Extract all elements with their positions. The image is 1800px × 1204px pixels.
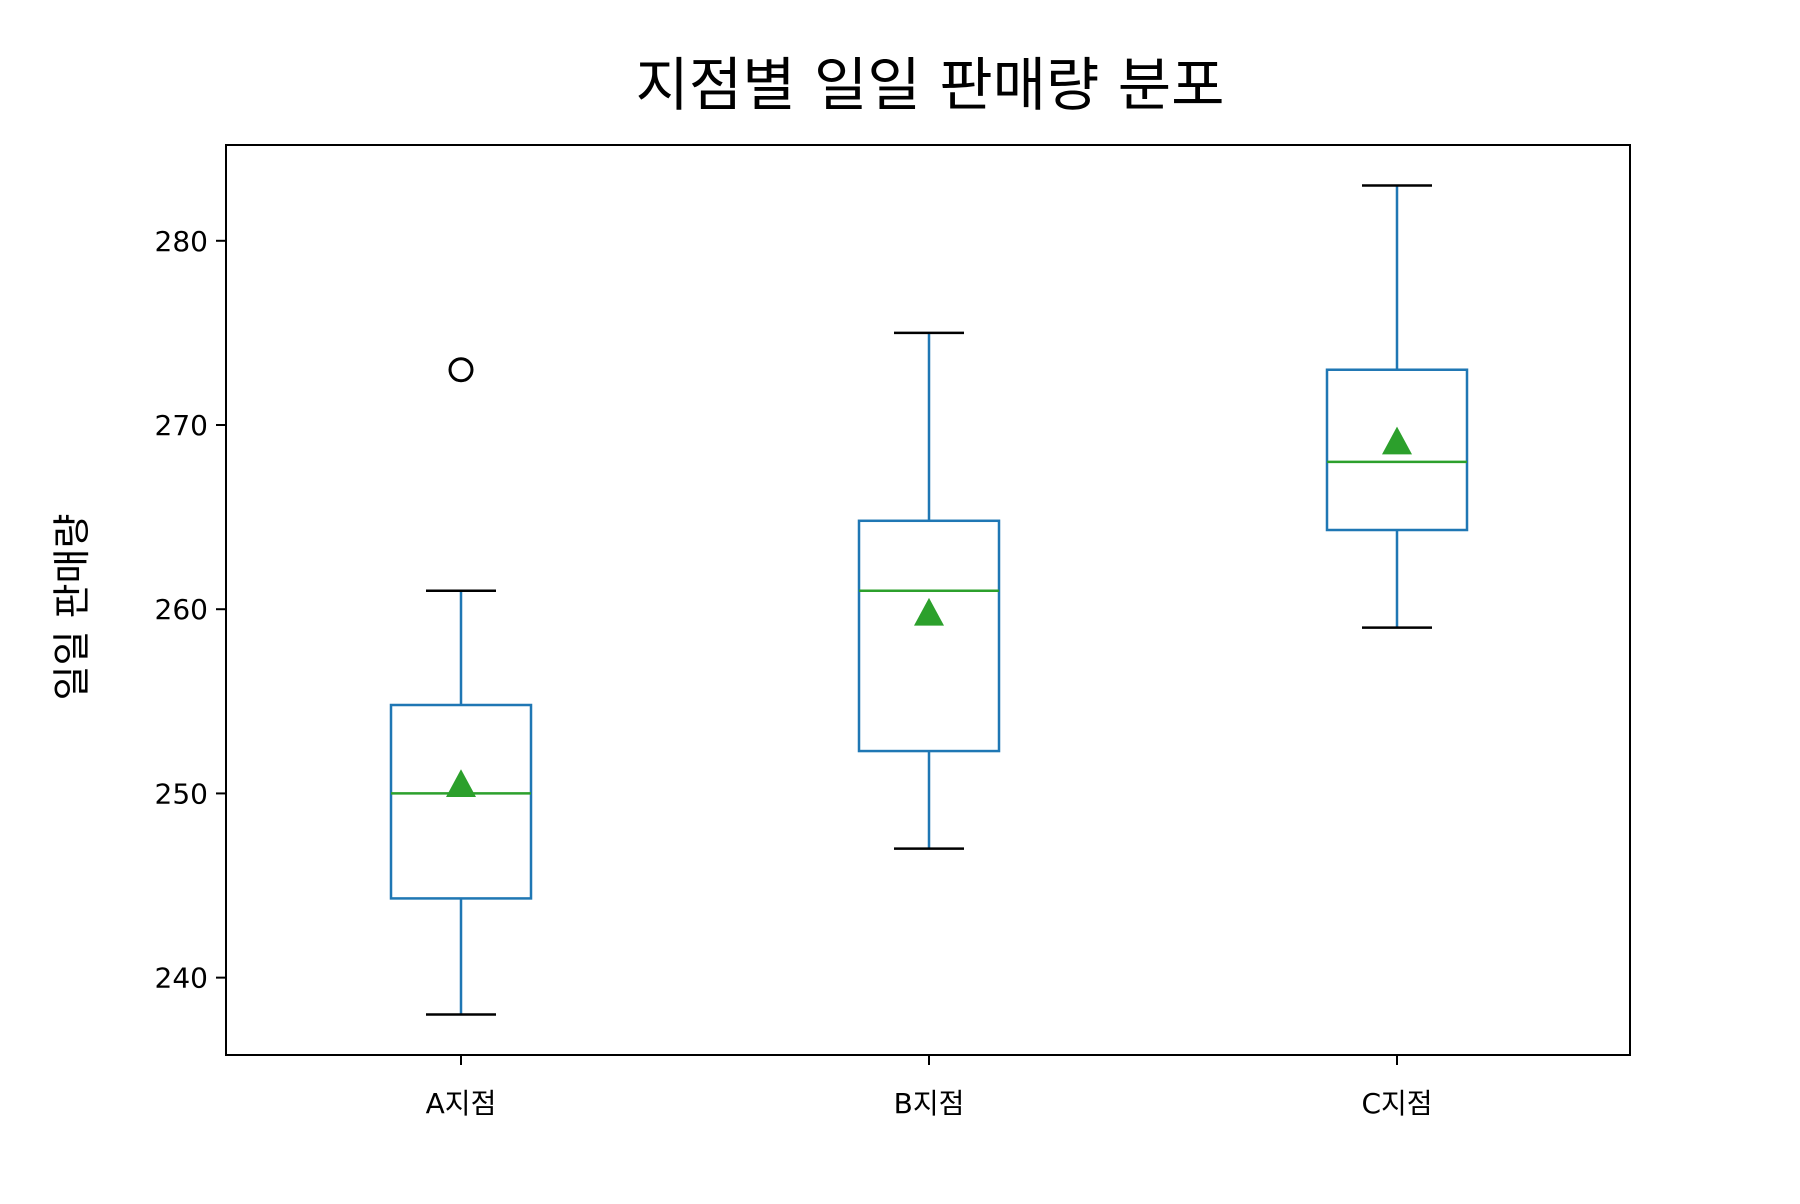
y-axis-label: 일일 판매량: [50, 514, 94, 701]
y-tick-label: 240: [155, 962, 208, 995]
x-tick-label: B지점: [894, 1087, 965, 1120]
outlier-point: [448, 357, 474, 383]
x-tick-label: C지점: [1361, 1087, 1432, 1120]
iqr-box: [389, 703, 533, 900]
mean-marker: [914, 597, 944, 626]
iqr-box: [857, 519, 1001, 753]
mean-marker: [446, 769, 476, 797]
x-tick-label: A지점: [426, 1087, 497, 1120]
y-tick-label: 260: [155, 593, 208, 626]
chart-title: 지점별 일일 판매량 분포: [636, 51, 1225, 119]
y-tick-label: 250: [155, 777, 208, 810]
y-tick-label: 280: [155, 225, 208, 258]
y-tick-label: 270: [155, 409, 208, 442]
iqr-box: [1325, 368, 1469, 532]
plot-area: 240 250 260 270 280 A지점 B지점 C지점: [155, 144, 1631, 1120]
mean-marker: [1382, 426, 1412, 455]
